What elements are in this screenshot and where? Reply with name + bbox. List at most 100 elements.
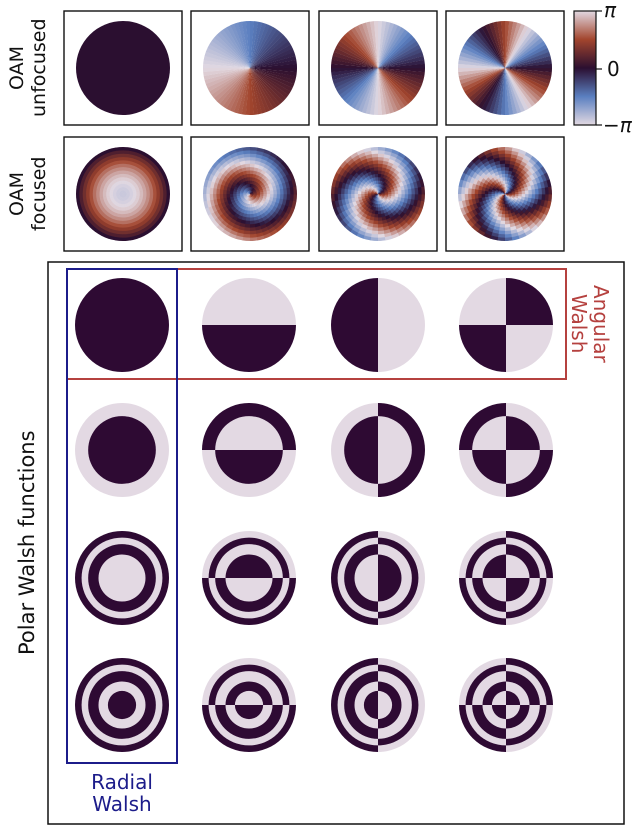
phase-sector	[459, 68, 505, 85]
oam-focused-phase	[331, 147, 425, 241]
walsh-band	[88, 416, 123, 450]
phase-sector	[474, 29, 505, 69]
phase-sector	[505, 41, 546, 68]
phase-sector	[237, 68, 250, 115]
walsh-pattern	[75, 403, 169, 497]
phase-sector	[250, 193, 254, 195]
phase-sector	[378, 191, 380, 194]
oam-focused-phase	[76, 147, 170, 241]
walsh-band	[491, 704, 506, 720]
phase-sector	[378, 190, 380, 194]
phase-sector	[339, 68, 378, 99]
oam-unfocused-phase	[76, 21, 170, 115]
phase-sector	[339, 37, 378, 68]
phase-sector	[204, 51, 250, 68]
phase-sector	[250, 68, 281, 107]
phase-sector	[246, 193, 250, 195]
oam-focused-phase	[457, 147, 552, 241]
phase-sector	[250, 63, 297, 69]
phase-sector	[123, 194, 125, 198]
radial-walsh-box	[66, 268, 178, 764]
walsh-band	[506, 278, 553, 326]
phase-sector	[378, 51, 424, 68]
phase-sector	[248, 190, 250, 194]
phase-sector	[123, 191, 126, 194]
phase-sector	[120, 194, 123, 197]
walsh-band	[472, 449, 506, 484]
phase-sector	[505, 194, 507, 198]
oam-phase-images	[76, 21, 552, 241]
walsh-band	[98, 554, 123, 578]
phase-sector	[233, 68, 250, 114]
phase-sector	[250, 68, 287, 102]
phase-sector	[378, 68, 425, 81]
phase-sector	[504, 68, 510, 115]
oam-panel-grid	[63, 10, 565, 252]
walsh-band	[107, 690, 123, 705]
phase-sector	[502, 191, 505, 194]
phase-sector	[378, 192, 382, 194]
phase-sector	[250, 55, 297, 68]
oam-panel-frame	[190, 10, 310, 126]
phase-sector	[378, 68, 423, 89]
phase-sector	[250, 22, 267, 68]
phase-sector	[505, 44, 548, 68]
phase-sector	[123, 192, 127, 194]
walsh-band	[122, 278, 169, 326]
phase-sector	[123, 192, 127, 194]
walsh-band	[459, 324, 506, 372]
phase-sector	[248, 190, 250, 194]
phase-sector	[365, 68, 378, 115]
phase-sector	[503, 194, 505, 197]
phase-sector	[249, 68, 255, 115]
phase-sector	[505, 51, 551, 68]
phase-sector	[365, 21, 378, 69]
phase-sector	[505, 194, 508, 196]
walsh-band	[491, 690, 507, 705]
phase-sector	[505, 68, 539, 105]
phase-sector	[250, 190, 252, 194]
phase-sector	[247, 194, 250, 197]
phase-sector	[350, 68, 378, 109]
phase-sector	[361, 68, 378, 114]
radial-label-line: Walsh	[92, 792, 152, 816]
phase-sector	[505, 48, 550, 68]
phase-sector	[123, 194, 125, 198]
phase-sector	[347, 68, 378, 107]
walsh-pattern	[331, 657, 425, 752]
phase-sector	[250, 191, 253, 194]
phase-sector	[119, 194, 123, 196]
walsh-band	[225, 554, 250, 578]
walsh-band	[354, 554, 379, 578]
walsh-band	[225, 577, 249, 602]
phase-sector	[505, 191, 507, 194]
phase-sector	[505, 68, 544, 99]
walsh-band	[202, 324, 249, 372]
phase-sector	[246, 192, 250, 194]
phase-sector	[378, 55, 425, 68]
phase-sector	[123, 194, 127, 196]
phase-sector	[120, 194, 123, 197]
phase-sector	[375, 191, 378, 194]
walsh-band	[506, 690, 521, 706]
oam-panel-frame	[63, 10, 183, 126]
phase-sector	[374, 194, 378, 196]
walsh-band	[377, 325, 425, 372]
walsh-band	[482, 577, 506, 602]
phase-sector	[250, 48, 295, 68]
phase-sector	[250, 68, 263, 115]
walsh-band	[377, 578, 402, 602]
phase-sector	[378, 68, 402, 111]
walsh-band	[377, 450, 412, 484]
phase-sector	[505, 194, 509, 196]
phase-sector	[478, 27, 505, 68]
phase-sector	[331, 67, 378, 73]
phase-sector	[120, 192, 123, 194]
phase-sector	[344, 31, 378, 68]
phase-sector	[458, 67, 505, 73]
phase-sector	[250, 194, 254, 196]
phase-sector	[121, 190, 123, 194]
phase-sector	[503, 194, 505, 198]
phase-sector	[378, 23, 399, 68]
phase-sector	[378, 22, 395, 68]
